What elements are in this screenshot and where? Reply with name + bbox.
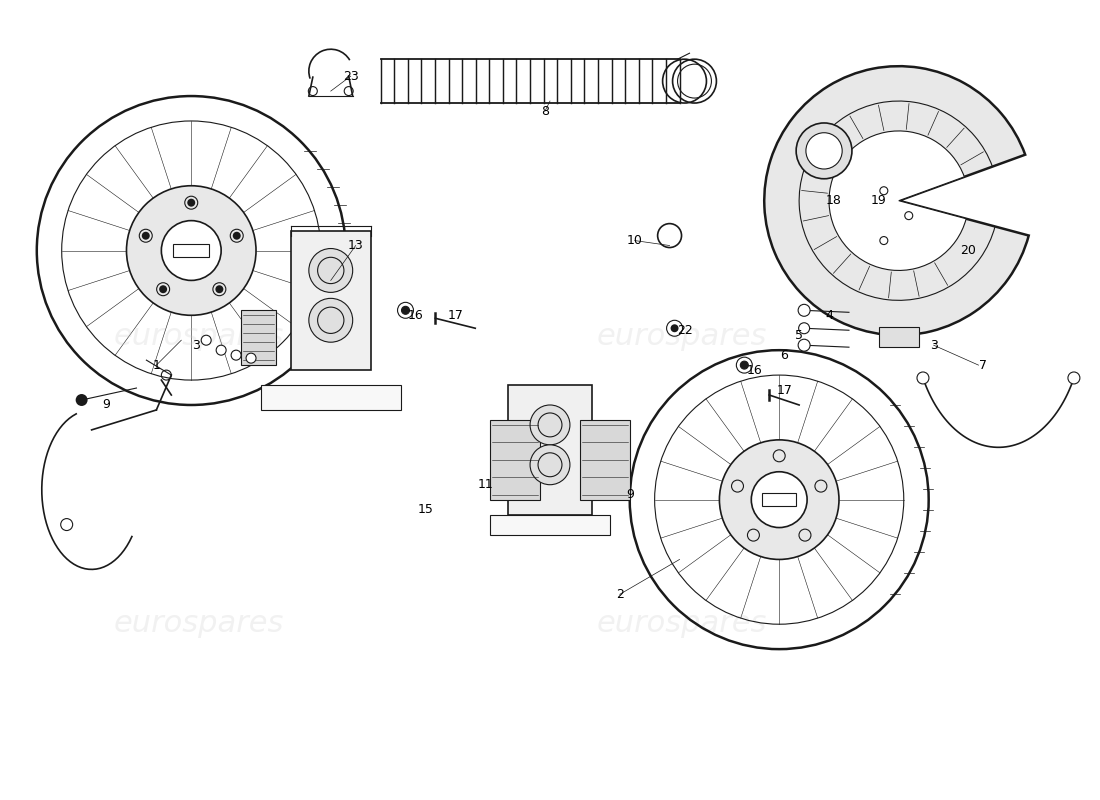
Circle shape bbox=[76, 394, 88, 406]
Circle shape bbox=[719, 440, 839, 559]
Circle shape bbox=[126, 186, 256, 315]
Circle shape bbox=[309, 249, 353, 292]
Circle shape bbox=[217, 345, 227, 355]
Text: 3: 3 bbox=[192, 338, 200, 352]
Circle shape bbox=[740, 361, 748, 369]
Text: eurospares: eurospares bbox=[596, 609, 767, 638]
Text: 18: 18 bbox=[826, 194, 842, 207]
Text: 17: 17 bbox=[448, 309, 463, 322]
Text: 7: 7 bbox=[979, 358, 988, 372]
Text: 15: 15 bbox=[418, 503, 433, 516]
Wedge shape bbox=[764, 66, 1028, 335]
Circle shape bbox=[397, 302, 414, 318]
Circle shape bbox=[162, 221, 221, 281]
Text: 6: 6 bbox=[780, 349, 788, 362]
Text: 10: 10 bbox=[627, 234, 642, 247]
Circle shape bbox=[880, 237, 888, 245]
Text: 16: 16 bbox=[747, 364, 762, 377]
Text: 9: 9 bbox=[102, 398, 110, 411]
Text: 5: 5 bbox=[795, 329, 803, 342]
Circle shape bbox=[905, 212, 913, 220]
Circle shape bbox=[530, 405, 570, 445]
Text: 1: 1 bbox=[153, 358, 161, 372]
Circle shape bbox=[799, 322, 810, 334]
Text: 4: 4 bbox=[825, 309, 833, 322]
Bar bbox=[174, 243, 209, 258]
Circle shape bbox=[1068, 372, 1080, 384]
Bar bbox=[241, 310, 276, 365]
Text: 23: 23 bbox=[343, 70, 359, 82]
Text: 17: 17 bbox=[777, 383, 792, 397]
Text: 9: 9 bbox=[626, 488, 634, 501]
Text: eurospares: eurospares bbox=[114, 609, 285, 638]
Circle shape bbox=[667, 320, 682, 336]
Circle shape bbox=[60, 518, 73, 530]
Text: 20: 20 bbox=[960, 244, 977, 257]
Circle shape bbox=[231, 350, 241, 360]
Text: 16: 16 bbox=[408, 309, 424, 322]
Text: eurospares: eurospares bbox=[114, 322, 285, 350]
Bar bbox=[491, 420, 540, 500]
Circle shape bbox=[530, 445, 570, 485]
Bar bbox=[290, 230, 371, 370]
Bar bbox=[261, 385, 400, 410]
Circle shape bbox=[880, 186, 888, 194]
Bar bbox=[507, 385, 593, 514]
Bar bbox=[879, 327, 918, 347]
Circle shape bbox=[917, 372, 928, 384]
Wedge shape bbox=[829, 131, 966, 270]
Text: eurospares: eurospares bbox=[596, 322, 767, 350]
Circle shape bbox=[246, 353, 256, 363]
Circle shape bbox=[187, 198, 195, 206]
Text: 11: 11 bbox=[477, 478, 493, 491]
Circle shape bbox=[201, 335, 211, 345]
Text: 8: 8 bbox=[541, 105, 549, 118]
Circle shape bbox=[160, 286, 167, 294]
Circle shape bbox=[799, 339, 810, 351]
Circle shape bbox=[142, 232, 150, 240]
Circle shape bbox=[796, 123, 851, 178]
Text: 13: 13 bbox=[348, 239, 364, 252]
Circle shape bbox=[309, 298, 353, 342]
Text: 2: 2 bbox=[616, 588, 624, 601]
Circle shape bbox=[751, 472, 807, 527]
Circle shape bbox=[799, 304, 810, 316]
Bar bbox=[762, 493, 796, 506]
Text: 3: 3 bbox=[930, 338, 937, 352]
Circle shape bbox=[736, 357, 752, 373]
Bar bbox=[491, 514, 609, 534]
Circle shape bbox=[402, 306, 409, 314]
Text: 22: 22 bbox=[676, 324, 692, 337]
Circle shape bbox=[806, 133, 843, 169]
Circle shape bbox=[671, 324, 679, 332]
Circle shape bbox=[233, 232, 241, 240]
Bar bbox=[580, 420, 629, 500]
Text: 19: 19 bbox=[871, 194, 887, 207]
Circle shape bbox=[216, 286, 223, 294]
